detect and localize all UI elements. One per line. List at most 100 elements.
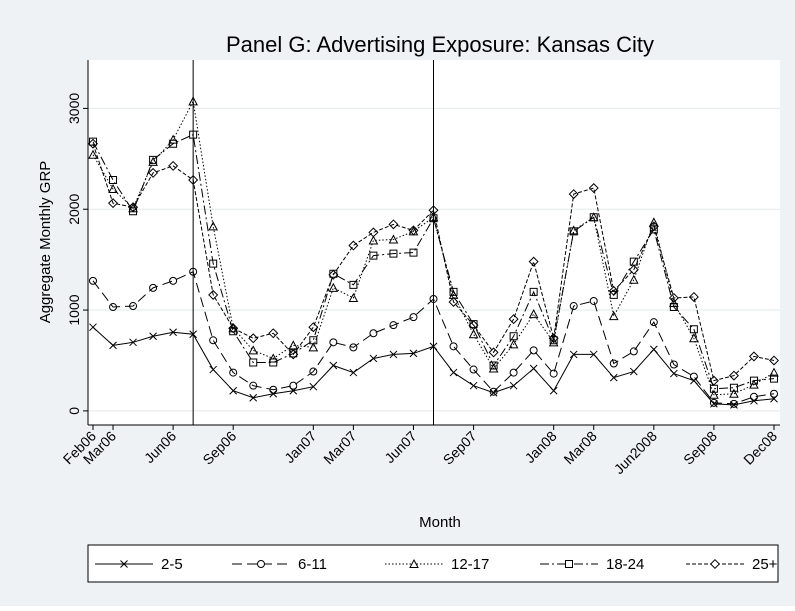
data-point	[108, 198, 119, 209]
data-point	[189, 330, 198, 339]
data-point	[589, 213, 598, 222]
legend-marker	[120, 560, 128, 568]
data-point	[208, 221, 219, 231]
data-point	[629, 347, 638, 356]
data-point	[629, 367, 638, 376]
data-point	[428, 212, 439, 222]
data-point	[349, 343, 358, 352]
data-point	[189, 130, 198, 139]
data-point	[189, 267, 198, 276]
data-point	[449, 342, 458, 351]
data-point	[709, 398, 718, 407]
data-point	[268, 353, 279, 363]
data-point	[249, 358, 258, 367]
data-point	[708, 375, 719, 386]
data-point	[288, 340, 299, 350]
data-point	[709, 384, 718, 393]
data-point	[749, 392, 758, 401]
data-point	[549, 386, 558, 395]
data-point	[269, 358, 278, 367]
data-point	[449, 368, 458, 377]
data-point	[288, 349, 299, 360]
data-point	[569, 350, 578, 359]
data-point	[209, 365, 218, 374]
data-point	[428, 205, 439, 216]
data-point	[750, 396, 758, 405]
data-point	[129, 302, 138, 311]
data-point	[309, 382, 318, 391]
data-point	[609, 373, 618, 382]
data-point	[429, 342, 438, 351]
data-point	[588, 183, 599, 194]
data-point	[509, 332, 518, 341]
data-point	[629, 257, 638, 266]
data-point	[169, 328, 177, 337]
legend-box	[87, 544, 779, 583]
data-point	[709, 389, 719, 399]
data-point	[729, 388, 739, 398]
data-point	[688, 291, 699, 302]
data-point	[628, 264, 639, 275]
data-point	[308, 342, 319, 352]
data-point	[669, 303, 678, 312]
data-point	[690, 376, 698, 385]
data-point	[509, 381, 518, 390]
data-point	[689, 333, 699, 343]
data-point	[488, 363, 499, 373]
data-point	[88, 149, 98, 159]
data-point	[589, 350, 598, 359]
data-point	[188, 174, 199, 185]
data-point	[429, 294, 438, 303]
data-point	[609, 290, 618, 299]
data-point	[489, 387, 498, 396]
data-point	[488, 347, 499, 358]
data-point	[769, 389, 779, 398]
data-point	[229, 327, 238, 336]
data-point	[508, 314, 519, 325]
data-point	[249, 393, 258, 402]
data-point	[368, 235, 379, 245]
data-point	[269, 385, 278, 394]
y-tick-label: 0	[66, 407, 82, 415]
data-point	[549, 369, 558, 378]
data-point	[328, 269, 339, 280]
legend-marker	[409, 558, 419, 568]
data-point	[229, 368, 238, 377]
data-point	[149, 155, 158, 164]
data-point	[228, 323, 239, 334]
data-point	[508, 339, 519, 349]
data-point	[329, 338, 338, 347]
data-point	[768, 355, 780, 366]
data-point	[388, 219, 399, 230]
data-point	[468, 320, 479, 331]
y-tick-label: 2000	[66, 193, 82, 224]
data-point	[249, 381, 258, 390]
data-point	[529, 287, 538, 296]
data-point	[109, 341, 117, 350]
y-tick-label: 3000	[66, 93, 82, 124]
data-point	[409, 313, 418, 322]
data-point	[589, 296, 598, 305]
data-point	[128, 202, 139, 213]
data-point	[608, 285, 619, 296]
data-point	[649, 318, 658, 327]
data-point	[369, 251, 378, 260]
data-point	[87, 138, 99, 149]
data-point	[668, 292, 679, 303]
data-point	[148, 167, 159, 178]
data-point	[248, 345, 259, 355]
data-point	[89, 323, 97, 332]
chart-title: Panel G: Advertising Exposure: Kansas Ci…	[226, 32, 654, 57]
data-point	[308, 322, 319, 333]
data-point	[649, 225, 658, 234]
data-point	[529, 346, 538, 355]
data-point	[529, 364, 538, 373]
data-point	[289, 381, 298, 390]
data-point	[528, 309, 539, 319]
legend-label: 2-5	[161, 556, 183, 573]
data-point	[268, 328, 279, 339]
data-point	[749, 376, 758, 385]
data-point	[389, 321, 398, 330]
data-point	[229, 386, 238, 395]
